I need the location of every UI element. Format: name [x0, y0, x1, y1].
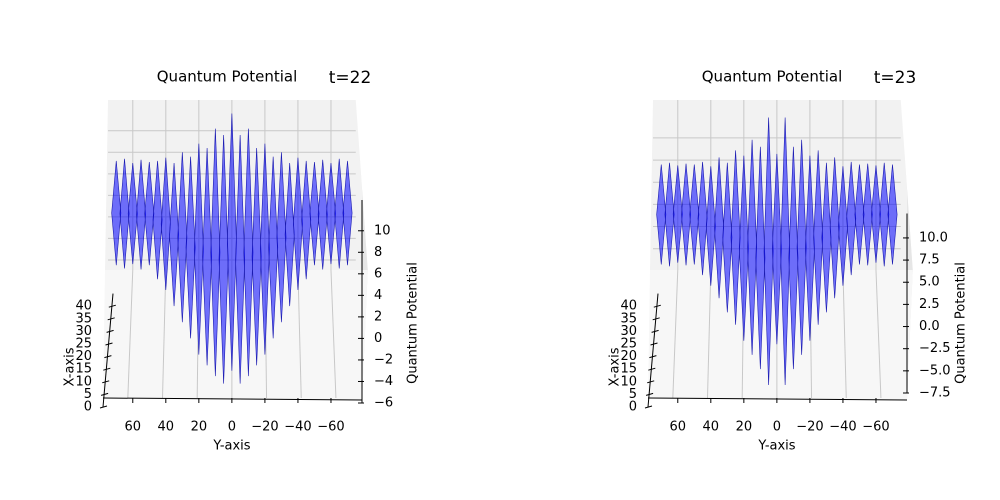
surface-spike	[342, 160, 353, 266]
x-axis-label: X-axis	[608, 347, 623, 386]
x-tick-label: 40	[620, 299, 637, 314]
x-tick-label: 25	[75, 337, 92, 352]
annotation: t=22	[329, 68, 372, 88]
grid-line	[875, 269, 882, 399]
x-tick-label: 30	[620, 324, 637, 339]
x-tick-label: 0	[84, 400, 92, 415]
x-tick-label: 15	[75, 362, 92, 377]
x-tick	[104, 355, 112, 359]
subplot: 60 40 20 0 −20 −40 −60Y-axis0510152025303540X-…	[63, 68, 421, 454]
grid-line	[842, 269, 847, 399]
grid-line	[297, 269, 302, 399]
y-axis-line	[102, 397, 363, 401]
x-tick-label: 20	[75, 349, 92, 364]
x-tick	[645, 392, 654, 396]
x-tick-label: 5	[84, 387, 92, 402]
grid-line	[330, 269, 337, 399]
x-tick	[106, 329, 114, 333]
y-tick-label: −20	[251, 420, 278, 435]
z-tick-label: −2.5	[919, 341, 951, 356]
x-tick	[100, 392, 109, 396]
z-axis-label: Quantum Potential	[954, 262, 969, 384]
subplot: 60 40 20 0 −20 −40 −60Y-axis0510152025303540X-…	[608, 68, 969, 454]
x-tick	[644, 405, 653, 409]
x-tick-label: 20	[620, 349, 637, 364]
x-tick	[650, 342, 658, 346]
x-tick	[649, 355, 657, 359]
y-tick-label: −20	[796, 420, 823, 435]
z-tick-label: 5.0	[919, 275, 940, 290]
x-tick-label: 35	[620, 311, 637, 326]
z-tick-label: −7.5	[919, 386, 951, 401]
x-tick	[648, 367, 656, 371]
y-axis-line	[647, 397, 908, 401]
x-tick	[103, 367, 111, 371]
z-tick-label: 6	[374, 266, 382, 281]
x-tick	[102, 380, 110, 384]
x-tick-label: 40	[75, 299, 92, 314]
x-tick-label: 25	[620, 337, 637, 352]
y-tick-label: 40	[703, 420, 720, 435]
z-tick-label: 7.5	[919, 253, 940, 268]
chart-title: Quantum Potential	[702, 68, 843, 86]
x-tick	[108, 304, 116, 308]
y-axis-label: Y-axis	[212, 439, 250, 454]
y-tick-label: −60	[317, 420, 344, 435]
annotation: t=23	[874, 68, 917, 88]
y-tick-label: 20	[736, 420, 753, 435]
z-tick-label: 0.0	[919, 319, 940, 334]
x-tick	[647, 380, 655, 384]
x-tick	[652, 317, 660, 321]
y-tick-label: 40	[158, 420, 175, 435]
surface-spike	[887, 164, 898, 265]
grid-line	[706, 269, 712, 399]
chart-title: Quantum Potential	[157, 68, 298, 86]
x-axis-label: X-axis	[63, 347, 78, 386]
grid-line	[672, 269, 679, 399]
x-tick	[105, 342, 113, 346]
x-tick	[651, 329, 659, 333]
x-tick-label: 35	[75, 311, 92, 326]
z-tick-label: 4	[374, 288, 382, 303]
z-tick-label: 10.0	[919, 230, 948, 245]
x-tick-label: 30	[75, 324, 92, 339]
z-tick-label: −4	[374, 374, 393, 389]
z-tick-label: −5.0	[919, 363, 951, 378]
x-tick-label: 15	[620, 362, 637, 377]
y-tick-label: 0	[228, 420, 236, 435]
y-tick-label: 60	[125, 420, 142, 435]
grid-line	[127, 269, 134, 399]
x-tick	[99, 405, 108, 409]
y-tick-label: −60	[862, 420, 889, 435]
y-tick-label: 20	[191, 420, 208, 435]
z-tick-label: −6	[374, 396, 393, 411]
x-axis-line	[647, 293, 659, 408]
x-tick-label: 0	[629, 400, 637, 415]
z-tick-label: 2	[374, 309, 382, 324]
z-tick-label: 10	[374, 223, 391, 238]
grid-line	[161, 269, 167, 399]
floor-pane	[648, 270, 913, 400]
z-tick-label: 2.5	[919, 297, 940, 312]
y-axis-label: Y-axis	[757, 439, 795, 454]
y-tick-label: 60	[670, 420, 687, 435]
y-tick-label: 0	[773, 420, 781, 435]
x-tick	[107, 317, 115, 321]
y-tick-label: −40	[829, 420, 856, 435]
z-tick-label: −2	[374, 352, 393, 367]
x-tick-label: 10	[620, 374, 637, 389]
x-tick-label: 5	[629, 387, 637, 402]
x-tick	[653, 304, 661, 308]
z-axis-label: Quantum Potential	[406, 262, 421, 384]
x-axis-line	[102, 293, 114, 408]
floor-pane	[103, 270, 368, 400]
z-tick-label: 8	[374, 245, 382, 260]
x-tick-label: 10	[75, 374, 92, 389]
z-tick-label: 0	[374, 331, 382, 346]
y-tick-label: −40	[284, 420, 311, 435]
